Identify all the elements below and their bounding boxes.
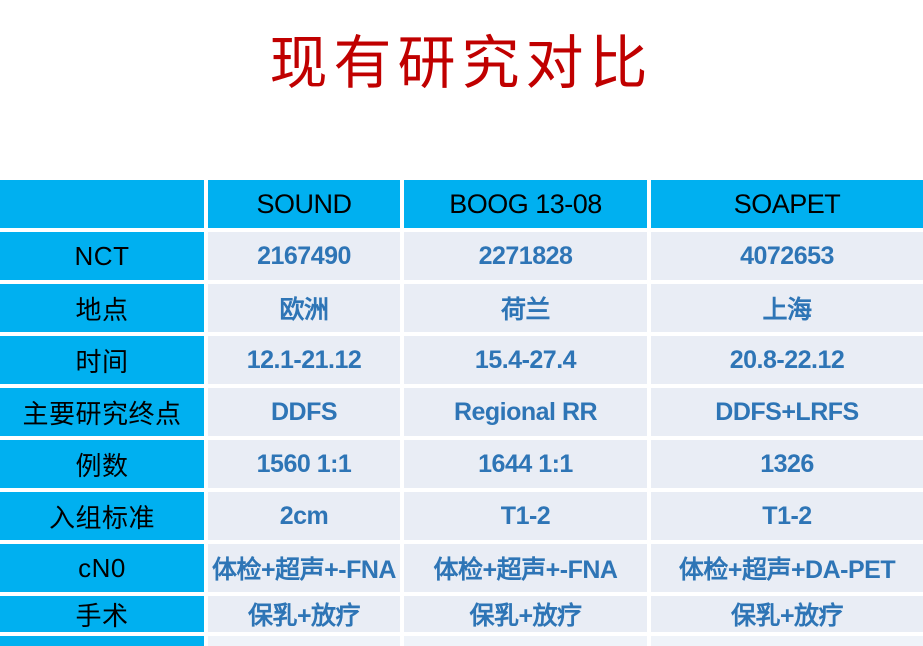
table-cell: DDFS — [208, 388, 400, 436]
table-cell: 保乳+放疗 — [651, 596, 923, 632]
page-title: 现有研究对比 — [269, 29, 654, 97]
table-cell: 保乳+放疗 — [404, 596, 647, 632]
table-cell: 12.1-21.12 — [208, 336, 400, 384]
table-cell: 体检+超声+-FNA — [404, 544, 647, 592]
row-label: NCT — [0, 232, 204, 280]
table-cell: 欧洲 — [208, 284, 400, 332]
table-cell: 1326 — [651, 440, 923, 488]
table-cell: DDFS+LRFS — [651, 388, 923, 436]
table-row-nct: NCT 2167490 2271828 4072653 — [0, 232, 923, 280]
table-cell — [404, 636, 647, 646]
table-row-surgery: 手术 保乳+放疗 保乳+放疗 保乳+放疗 — [0, 596, 923, 632]
table-row-cn0: cN0 体检+超声+-FNA 体检+超声+-FNA 体检+超声+DA-PET — [0, 544, 923, 592]
row-label: 例数 — [0, 440, 204, 488]
table-cell: 1560 1:1 — [208, 440, 400, 488]
table-cell: 2cm — [208, 492, 400, 540]
table-cell: 15.4-27.4 — [404, 336, 647, 384]
table-cell: 体检+超声+DA-PET — [651, 544, 923, 592]
table-cell: 4072653 — [651, 232, 923, 280]
table-cell: 20.8-22.12 — [651, 336, 923, 384]
table-row-time: 时间 12.1-21.12 15.4-27.4 20.8-22.12 — [0, 336, 923, 384]
table-cell: 体检+超声+-FNA — [208, 544, 400, 592]
table-row-primary-endpoint: 主要研究终点 DDFS Regional RR DDFS+LRFS — [0, 388, 923, 436]
column-header-soapet: SOAPET — [651, 180, 923, 228]
table-cell: 保乳+放疗 — [208, 596, 400, 632]
column-header-boog: BOOG 13-08 — [404, 180, 647, 228]
row-label: 主要研究终点 — [0, 388, 204, 436]
table-cell: T1-2 — [651, 492, 923, 540]
row-label: 时间 — [0, 336, 204, 384]
row-label: 入组标准 — [0, 492, 204, 540]
table-cell — [651, 636, 923, 646]
table-cell: 2271828 — [404, 232, 647, 280]
comparison-table: SOUND BOOG 13-08 SOAPET NCT 2167490 2271… — [0, 180, 923, 646]
table-row-enrollment-criteria: 入组标准 2cm T1-2 T1-2 — [0, 492, 923, 540]
table-row-location: 地点 欧洲 荷兰 上海 — [0, 284, 923, 332]
table-row-case-count: 例数 1560 1:1 1644 1:1 1326 — [0, 440, 923, 488]
table-row-partial — [0, 636, 923, 646]
row-label: cN0 — [0, 544, 204, 592]
row-label — [0, 636, 204, 646]
column-header-empty — [0, 180, 204, 228]
table-cell: 上海 — [651, 284, 923, 332]
row-label: 地点 — [0, 284, 204, 332]
table-header-row: SOUND BOOG 13-08 SOAPET — [0, 180, 923, 228]
table-cell: Regional RR — [404, 388, 647, 436]
table-cell: 1644 1:1 — [404, 440, 647, 488]
table-cell: 2167490 — [208, 232, 400, 280]
row-label: 手术 — [0, 596, 204, 632]
column-header-sound: SOUND — [208, 180, 400, 228]
table-cell: 荷兰 — [404, 284, 647, 332]
table-cell: T1-2 — [404, 492, 647, 540]
table-cell — [208, 636, 400, 646]
